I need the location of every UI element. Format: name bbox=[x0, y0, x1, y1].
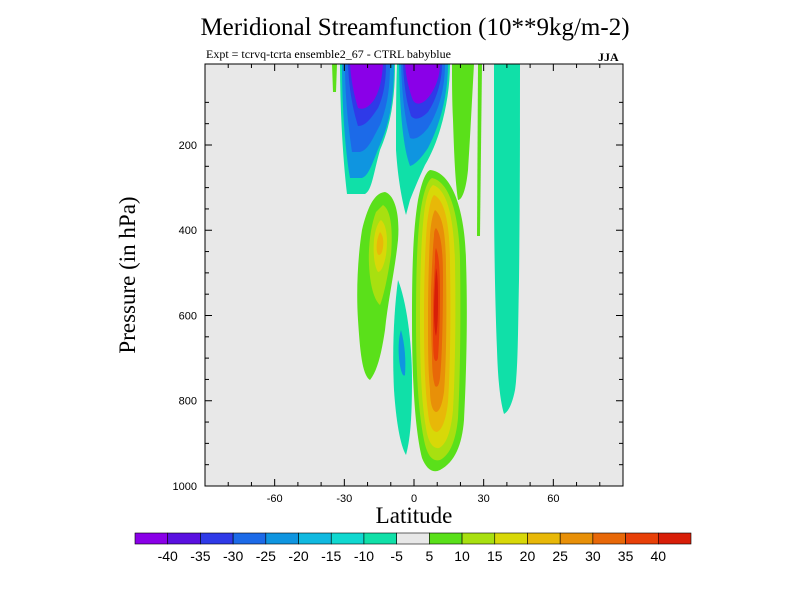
contour-nh-positive-cell bbox=[412, 170, 467, 472]
x-tick-label: 0 bbox=[411, 493, 417, 505]
colorbar-label: -40 bbox=[158, 548, 178, 564]
contour-sh-negative-cell bbox=[340, 64, 395, 194]
season-label: JJA bbox=[598, 50, 619, 64]
colorbar-label: -10 bbox=[354, 548, 374, 564]
contour-nh-midlatitude-band bbox=[494, 64, 520, 414]
x-tick-label: 30 bbox=[478, 493, 490, 505]
y-tick-label: 200 bbox=[179, 140, 197, 152]
colorbar-swatch bbox=[134, 532, 169, 545]
colorbar-swatch bbox=[657, 532, 692, 545]
colorbar-swatch bbox=[330, 532, 365, 545]
colorbar-label: -15 bbox=[321, 548, 341, 564]
y-tick-label: 1000 bbox=[173, 481, 197, 493]
contour-top-sliver bbox=[332, 64, 337, 92]
colorbar-label: -20 bbox=[288, 548, 308, 564]
colorbar-swatch bbox=[527, 532, 561, 545]
colorbar-label: -30 bbox=[223, 548, 243, 564]
colorbar-label: -35 bbox=[190, 548, 210, 564]
colorbar-label: 5 bbox=[425, 548, 433, 564]
contour-sh-lower-tongue bbox=[393, 280, 412, 455]
colorbar-label: 20 bbox=[520, 548, 536, 564]
colorbar-label: -5 bbox=[390, 548, 403, 564]
colorbar-swatch bbox=[167, 532, 201, 545]
colorbar-label: 35 bbox=[618, 548, 634, 564]
colorbar-swatch bbox=[461, 532, 496, 545]
colorbar-label: 30 bbox=[585, 548, 601, 564]
colorbar-swatch bbox=[494, 532, 528, 545]
colorbar-swatch bbox=[429, 532, 463, 545]
colorbar-swatch bbox=[200, 532, 234, 545]
contour-nh-subtropical-band bbox=[452, 64, 482, 236]
colorbar-label: 40 bbox=[651, 548, 667, 564]
contour-sh-positive-lobe bbox=[357, 192, 399, 380]
x-tick-label: 60 bbox=[547, 493, 559, 505]
colorbar-swatch bbox=[298, 532, 332, 545]
x-tick-label: -30 bbox=[336, 493, 352, 505]
colorbar-swatch bbox=[363, 532, 397, 545]
colorbar-swatch bbox=[396, 532, 430, 545]
colorbar-label: 25 bbox=[552, 548, 568, 564]
colorbar-label: 10 bbox=[454, 548, 470, 564]
colorbar-swatch bbox=[232, 532, 267, 545]
chart-title: Meridional Streamfunction (10**9kg/m-2) bbox=[200, 14, 630, 41]
contour-equatorial-negative-cell bbox=[396, 64, 450, 215]
x-axis-label: Latitude bbox=[375, 503, 453, 528]
colorbar-label: 15 bbox=[487, 548, 503, 564]
y-tick-label: 600 bbox=[179, 310, 197, 322]
chart-subtitle: Expt = tcrvq-tcrta ensemble2_67 - CTRL b… bbox=[206, 47, 451, 61]
colorbar-swatch bbox=[592, 532, 626, 545]
colorbar-swatch bbox=[559, 532, 594, 545]
x-tick-label: -60 bbox=[267, 493, 283, 505]
y-tick-label: 800 bbox=[179, 396, 197, 408]
y-tick-label: 400 bbox=[179, 225, 197, 237]
colorbar-swatch bbox=[265, 532, 299, 545]
colorbar-swatch bbox=[625, 532, 659, 545]
colorbar-label: -25 bbox=[256, 548, 276, 564]
